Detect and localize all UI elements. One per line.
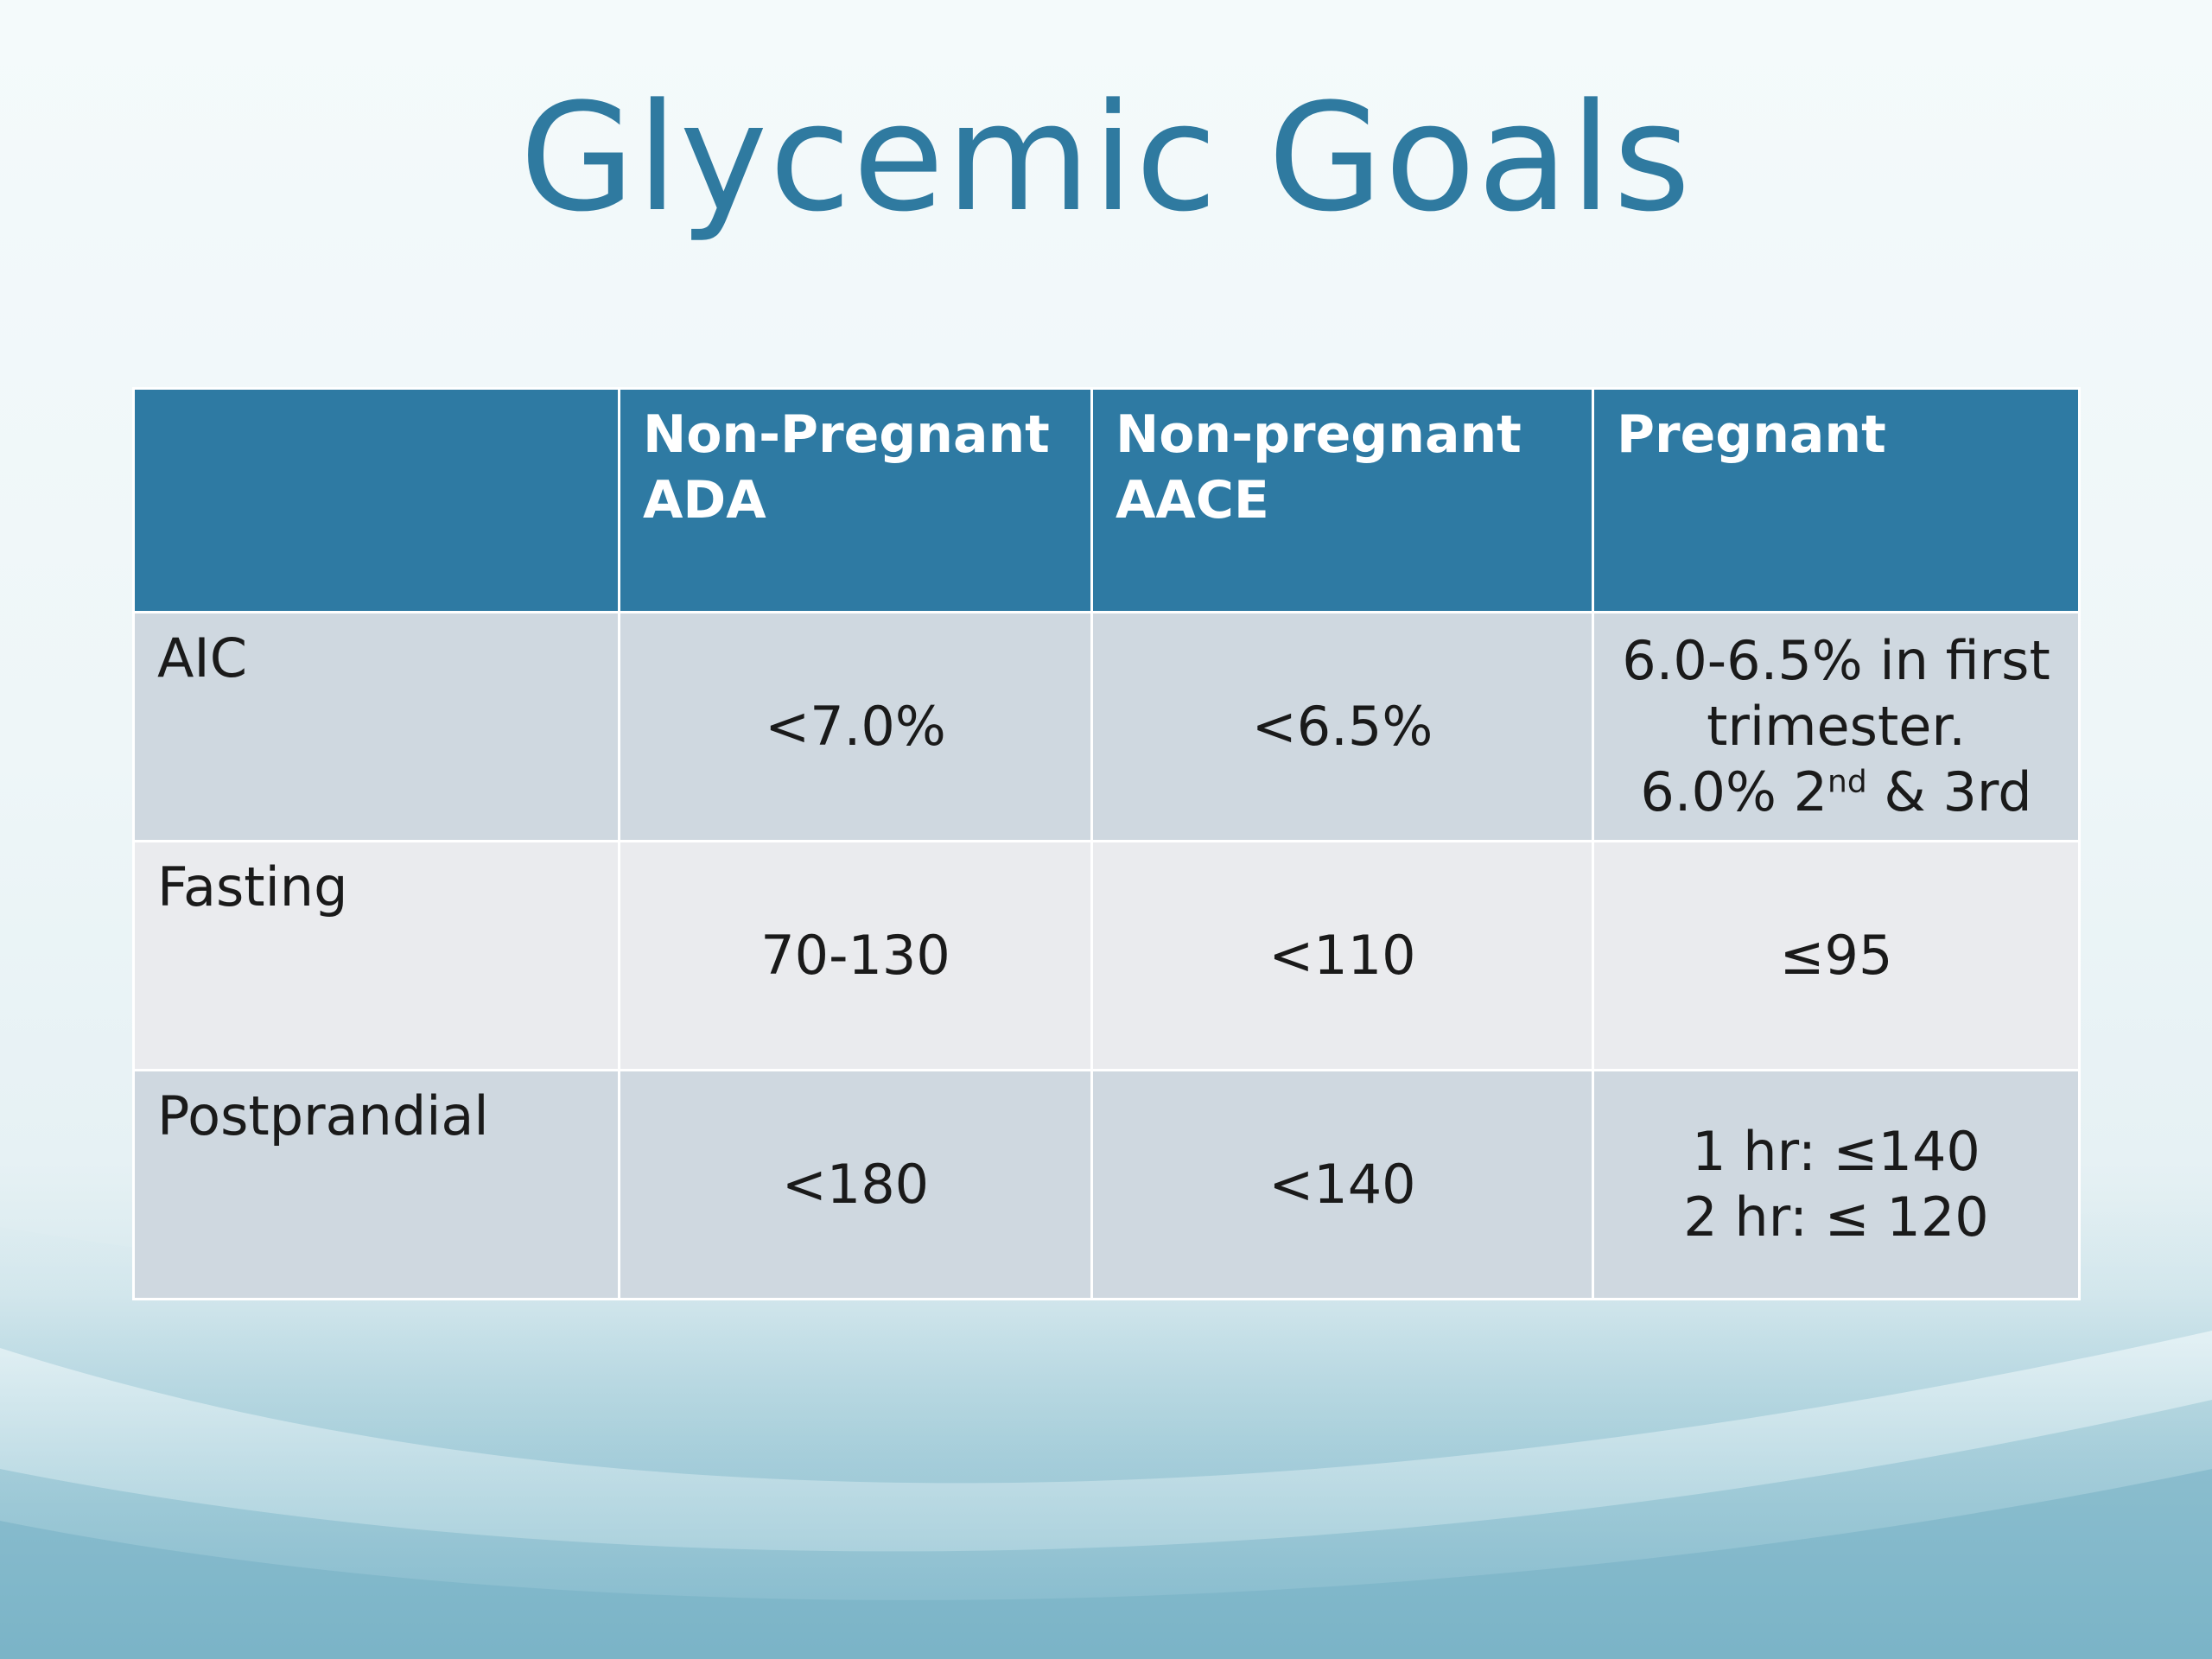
- cell-aace: <6.5%: [1090, 611, 1594, 842]
- row-label: AIC: [132, 611, 620, 842]
- cell-pregnant: ≤95: [1592, 840, 2081, 1071]
- cell-ada: 70-130: [618, 840, 1093, 1071]
- slide-title: Glycemic Goals: [519, 71, 1693, 245]
- cell-ada: <180: [618, 1069, 1093, 1300]
- row-label: Fasting: [132, 840, 620, 1071]
- glycemic-goals-table: Non-Pregnant ADA Non-pregnant AACE Pregn…: [132, 387, 2081, 1300]
- header-cell-pregnant: Pregnant: [1592, 387, 2081, 613]
- cell-pregnant: 1 hr: ≤140 2 hr: ≤ 120: [1592, 1069, 2081, 1300]
- table-row-fasting: Fasting 70-130 <110 ≤95: [132, 840, 2081, 1071]
- row-label: Postprandial: [132, 1069, 620, 1300]
- cell-pregnant: 6.0-6.5% in first trimester. 6.0% 2nd & …: [1592, 611, 2081, 842]
- header-cell-non-pregnant-aace: Non-pregnant AACE: [1090, 387, 1594, 613]
- cell-ada: <7.0%: [618, 611, 1093, 842]
- header-cell-non-pregnant-ada: Non-Pregnant ADA: [618, 387, 1093, 613]
- table-row-aic: AIC <7.0% <6.5% 6.0-6.5% in first trimes…: [132, 611, 2081, 842]
- cell-aace: <140: [1090, 1069, 1594, 1300]
- table-row-postprandial: Postprandial <180 <140 1 hr: ≤140 2 hr: …: [132, 1069, 2081, 1300]
- header-cell-empty: [132, 387, 620, 613]
- cell-aace: <110: [1090, 840, 1594, 1071]
- table-header-row: Non-Pregnant ADA Non-pregnant AACE Pregn…: [132, 387, 2081, 613]
